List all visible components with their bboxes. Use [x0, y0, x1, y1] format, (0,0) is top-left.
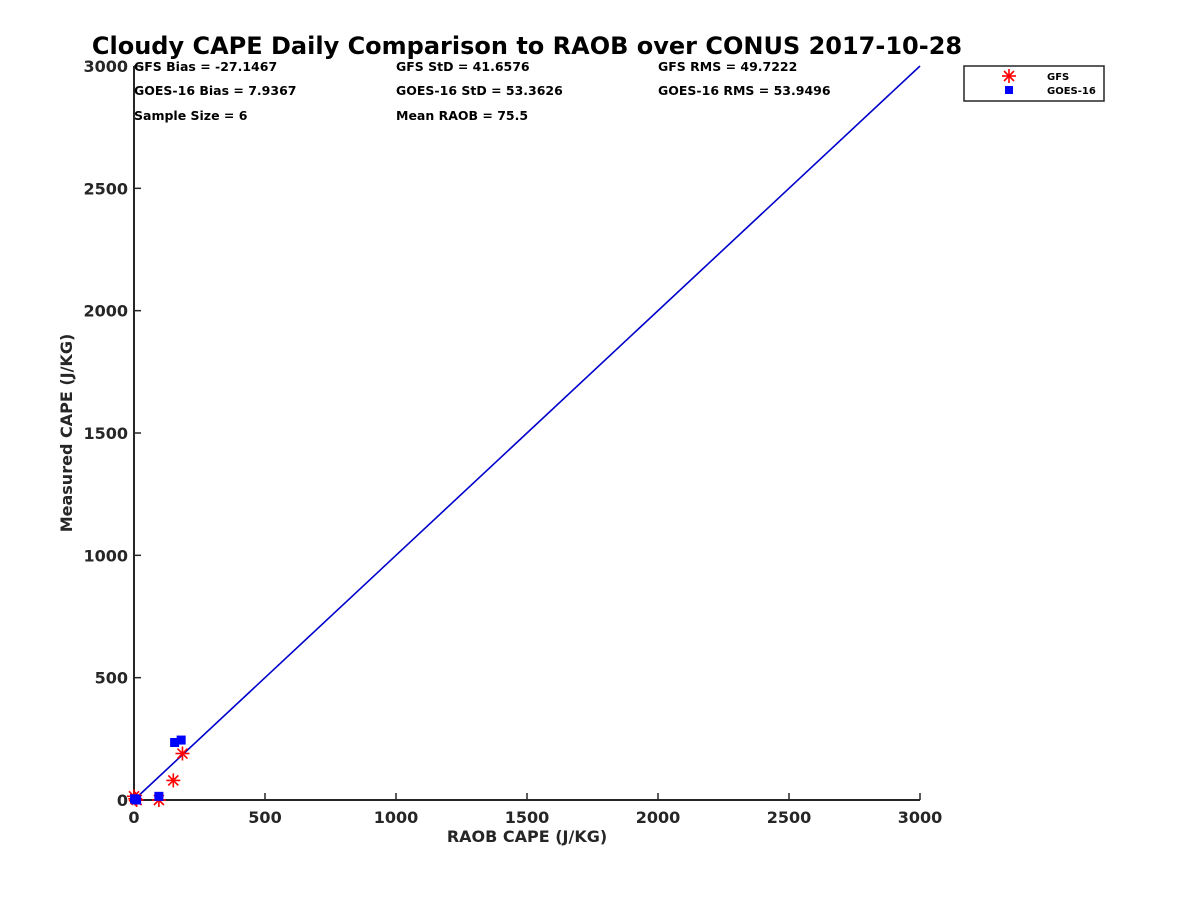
legend-gfs-label: GFS — [1047, 72, 1069, 83]
stat-text: GOES-16 Bias = 7.9367 — [134, 83, 296, 98]
one-to-one-line — [133, 65, 921, 801]
gfs-point — [175, 746, 190, 761]
stat-text: Mean RAOB = 75.5 — [396, 108, 528, 123]
legend-box — [963, 65, 1105, 102]
stat-text: GOES-16 RMS = 53.9496 — [658, 83, 831, 98]
x-axis-label: RAOB CAPE (J/KG) — [447, 827, 607, 846]
legend: GFS GOES-16 — [963, 65, 1105, 102]
axes: 0 500 1000 1500 2000 2500 3000 0 500 1000 1500 2000… — [83, 57, 942, 827]
y-tick-label: 3000 — [83, 57, 128, 76]
goes16-point — [132, 795, 142, 805]
goes16-point — [154, 791, 164, 801]
gfs-point — [166, 773, 181, 788]
goes16-point — [170, 738, 180, 748]
stat-text: GFS StD = 41.6576 — [396, 59, 530, 74]
legend-gfs-marker — [1002, 69, 1016, 83]
legend-goes16-label: GOES-16 — [1047, 86, 1096, 97]
chart-title: Cloudy CAPE Daily Comparison to RAOB ove… — [92, 32, 962, 60]
x-tick-label: 2500 — [767, 808, 812, 827]
y-tick-label: 1000 — [83, 546, 128, 565]
x-tick-label: 0 — [128, 808, 139, 827]
x-tick-label: 3000 — [898, 808, 943, 827]
stat-text: GOES-16 StD = 53.3626 — [396, 83, 563, 98]
stat-text: GFS RMS = 49.7222 — [658, 59, 797, 74]
y-tick-label: 2000 — [83, 302, 128, 321]
goes16-point — [176, 735, 186, 745]
stat-text: GFS Bias = -27.1467 — [134, 59, 277, 74]
y-tick-label: 1500 — [83, 424, 128, 443]
stats-annotations: GFS Bias = -27.1467 GFS StD = 41.6576 GFS … — [134, 59, 831, 123]
x-tick-label: 1500 — [505, 808, 550, 827]
y-tick-label: 2500 — [83, 179, 128, 198]
y-tick-label: 500 — [95, 669, 128, 688]
x-tick-label: 500 — [248, 808, 281, 827]
y-axis-label: Measured CAPE (J/KG) — [57, 334, 76, 533]
legend-goes16-marker — [1005, 86, 1013, 94]
x-tick-label: 1000 — [374, 808, 419, 827]
data-points — [127, 735, 190, 807]
y-tick-label: 0 — [117, 791, 128, 810]
stat-text: Sample Size = 6 — [134, 108, 248, 123]
reference-line — [133, 65, 921, 801]
x-tick-label: 2000 — [636, 808, 681, 827]
